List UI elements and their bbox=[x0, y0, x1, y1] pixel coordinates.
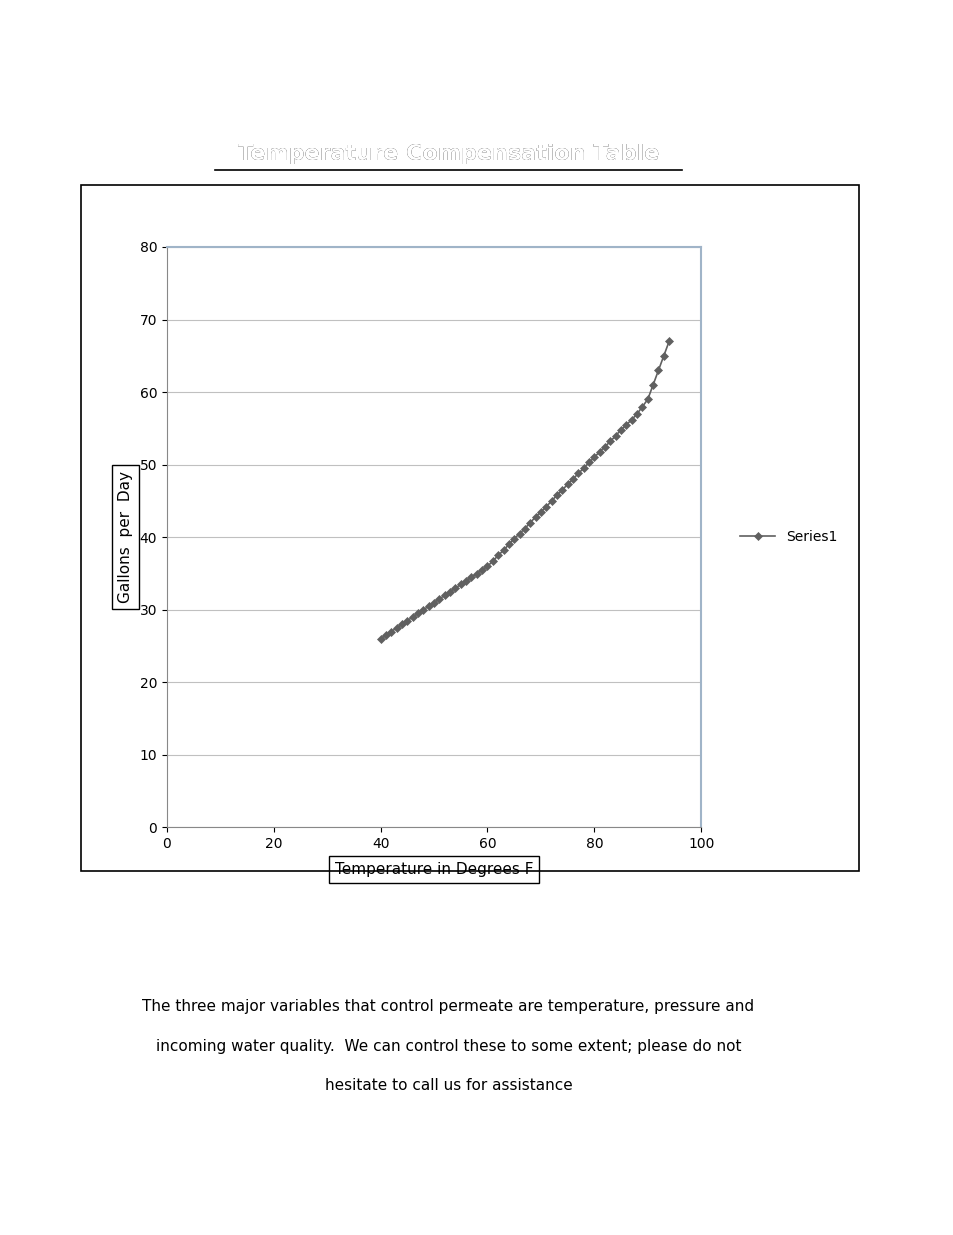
X-axis label: Temperature in Degrees F: Temperature in Degrees F bbox=[335, 862, 533, 877]
Series1 bbox=[631, 406, 642, 421]
Text: Temperature Compensation Table: Temperature Compensation Table bbox=[237, 144, 659, 164]
Series1 bbox=[444, 584, 456, 599]
Text: Temperature Compensation Table: Temperature Compensation Table bbox=[237, 144, 659, 164]
Text: The three major variables that control permeate are temperature, pressure and: The three major variables that control p… bbox=[142, 999, 754, 1014]
Series1 bbox=[407, 610, 418, 625]
Text: hesitate to call us for assistance: hesitate to call us for assistance bbox=[324, 1078, 572, 1093]
Line: Series1: Series1 bbox=[377, 338, 672, 642]
Series1 bbox=[428, 595, 439, 610]
Series1 bbox=[481, 558, 493, 573]
Series1 bbox=[375, 631, 386, 646]
Legend: Series1: Series1 bbox=[734, 525, 842, 550]
Series1 bbox=[662, 333, 674, 348]
Y-axis label: Gallons  per  Day: Gallons per Day bbox=[117, 472, 132, 603]
Series1 bbox=[658, 348, 669, 363]
Text: incoming water quality.  We can control these to some extent; please do not: incoming water quality. We can control t… bbox=[155, 1039, 740, 1053]
